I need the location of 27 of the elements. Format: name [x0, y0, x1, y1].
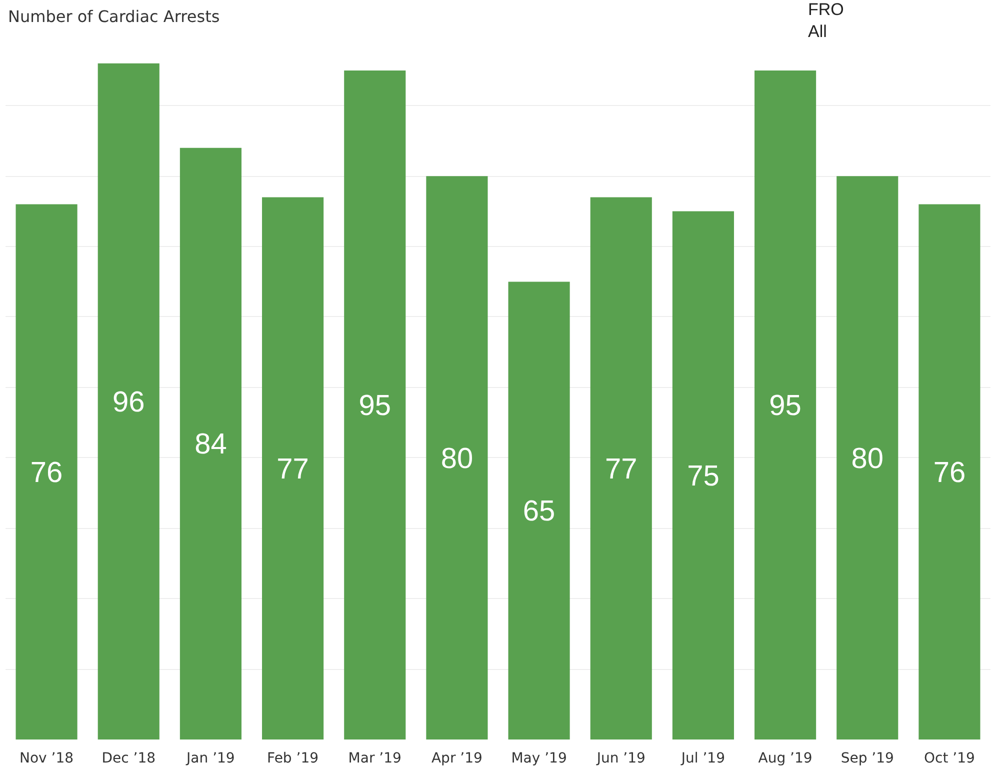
data-label: 77	[604, 453, 638, 486]
x-tick-label: Jan ’19	[186, 750, 235, 766]
x-tick-label: Aug ’19	[758, 750, 812, 766]
text: FRO	[808, 0, 844, 20]
chart-title: Number of Cardiac Arrests	[8, 6, 220, 28]
x-tick-label: Apr ’19	[431, 750, 482, 766]
data-label: 80	[851, 442, 884, 475]
data-label: 80	[440, 442, 474, 475]
data-label: 84	[194, 428, 227, 461]
text: All	[808, 22, 827, 42]
data-label: 96	[112, 386, 145, 418]
data-label: 65	[522, 496, 556, 528]
data-label: 77	[276, 453, 309, 486]
x-tick-label: Sep ’19	[840, 750, 894, 766]
x-tick-label: Jun ’19	[596, 750, 646, 766]
data-label: 95	[358, 390, 392, 422]
data-label: 75	[687, 460, 720, 492]
x-tick-label: Oct ’19	[924, 750, 975, 766]
x-tick-label: Mar ’19	[348, 750, 402, 766]
data-label: 95	[769, 390, 802, 422]
x-tick-label: Nov ’18	[20, 750, 74, 766]
data-label: 76	[30, 456, 63, 489]
data-label: 76	[933, 456, 966, 489]
x-tick-label: Dec ’18	[102, 750, 156, 766]
x-tick-label: Feb ’19	[267, 750, 319, 766]
x-tick-label: Jul ’19	[680, 750, 726, 766]
x-tick-label: May ’19	[511, 750, 567, 766]
